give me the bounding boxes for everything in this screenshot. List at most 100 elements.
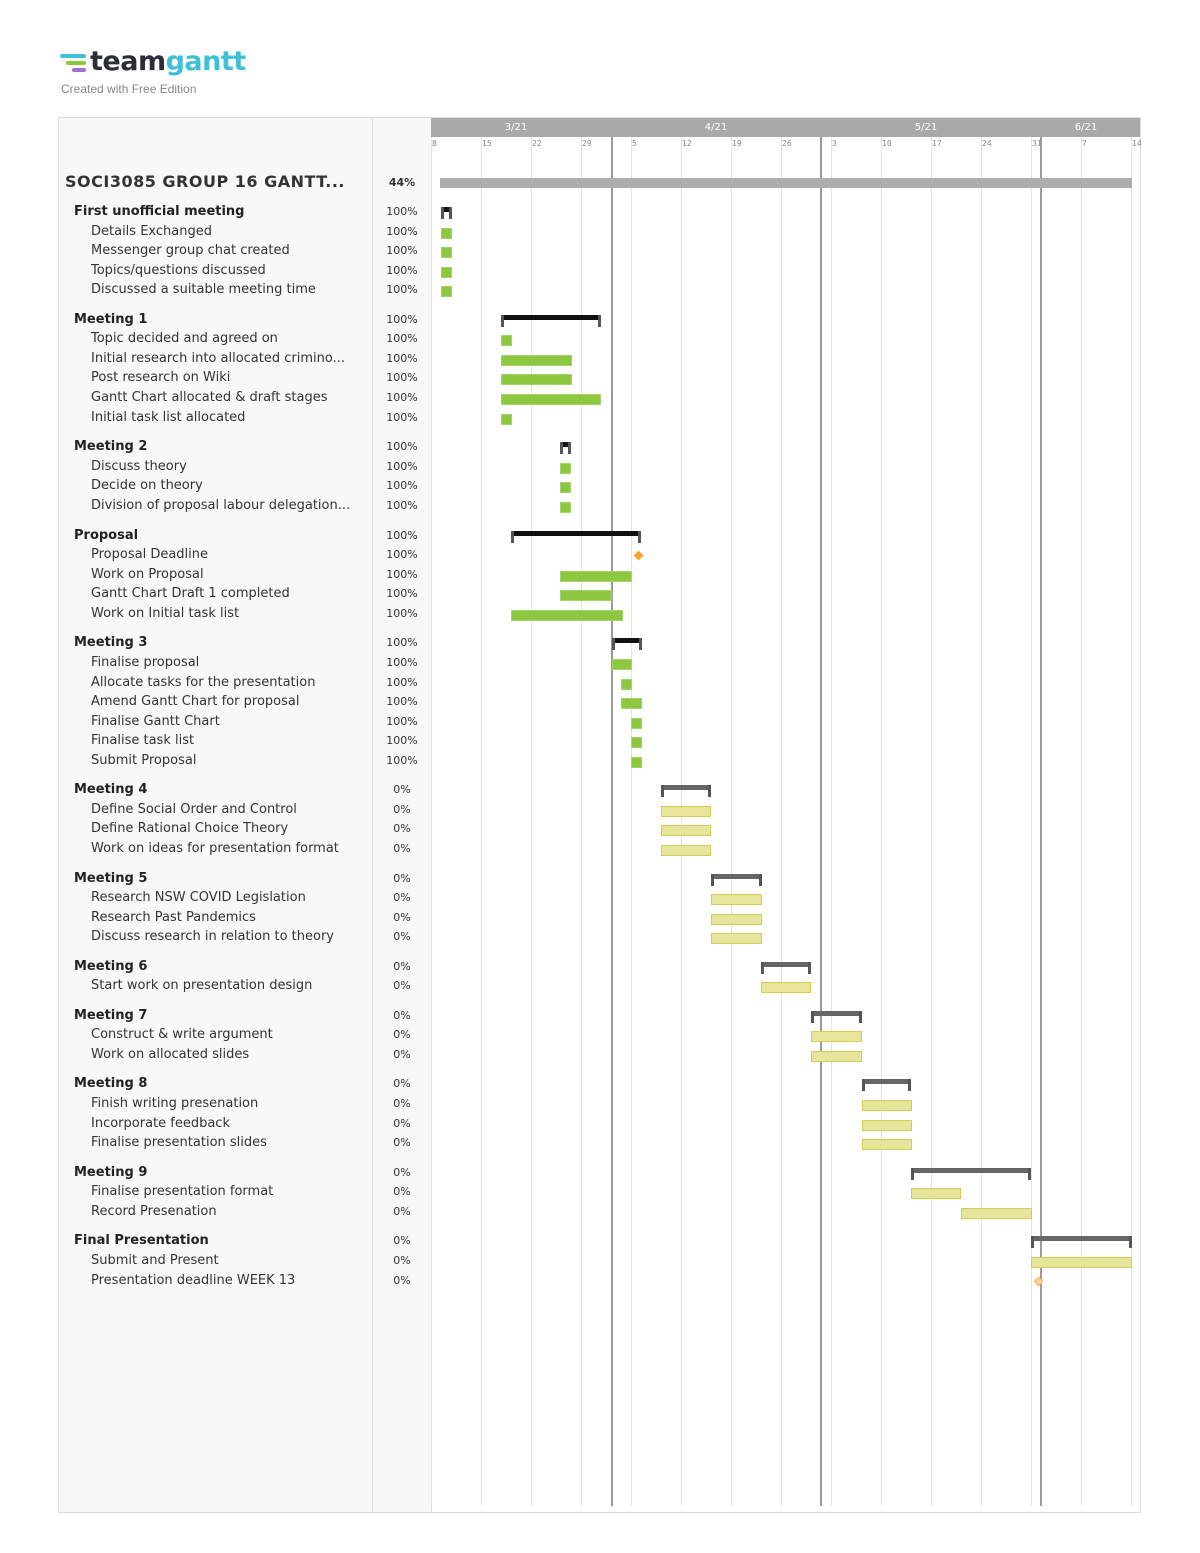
group-summary-bracket[interactable] [1031, 1236, 1132, 1248]
task-name[interactable]: Allocate tasks for the presentation [91, 675, 316, 690]
task-bar[interactable] [501, 414, 512, 425]
task-bar[interactable] [1031, 1257, 1132, 1268]
project-name[interactable]: SOCI3085 GROUP 16 GANTT... [65, 172, 346, 191]
task-name[interactable]: Initial task list allocated [91, 410, 246, 425]
task-name[interactable]: Division of proposal labour delegation..… [91, 498, 351, 513]
task-name[interactable]: Topic decided and agreed on [91, 331, 278, 346]
group-summary-bracket[interactable] [811, 1011, 862, 1023]
task-name[interactable]: Discuss theory [91, 459, 187, 474]
task-bar[interactable] [661, 825, 711, 836]
group-summary-bracket[interactable] [661, 785, 711, 797]
task-name[interactable]: Record Presenation [91, 1204, 217, 1219]
task-bar[interactable] [560, 571, 632, 582]
task-bar[interactable] [612, 659, 632, 670]
project-summary-bar[interactable] [440, 178, 1132, 188]
task-bar[interactable] [501, 335, 512, 346]
task-name[interactable]: Research NSW COVID Legislation [91, 890, 306, 905]
task-name[interactable]: Post research on Wiki [91, 370, 231, 385]
group-name[interactable]: Meeting 1 [74, 312, 148, 327]
task-name[interactable]: Presentation deadline WEEK 13 [91, 1273, 296, 1288]
task-name[interactable]: Submit and Present [91, 1253, 219, 1268]
task-bar[interactable] [661, 806, 711, 817]
group-name[interactable]: Meeting 5 [74, 871, 148, 886]
task-name[interactable]: Work on Proposal [91, 567, 204, 582]
task-bar[interactable] [560, 590, 612, 601]
group-summary-bracket[interactable] [612, 638, 642, 650]
task-name[interactable]: Proposal Deadline [91, 547, 208, 562]
task-bar[interactable] [911, 1188, 961, 1199]
task-name[interactable]: Discussed a suitable meeting time [91, 282, 316, 297]
group-name[interactable]: Meeting 4 [74, 782, 148, 797]
task-name[interactable]: Messenger group chat created [91, 243, 290, 258]
task-name[interactable]: Define Rational Choice Theory [91, 821, 289, 836]
task-bar[interactable] [862, 1100, 912, 1111]
task-name[interactable]: Work on ideas for presentation format [91, 841, 339, 856]
task-name[interactable]: Finalise task list [91, 733, 195, 748]
task-bar[interactable] [661, 845, 711, 856]
task-name[interactable]: Finalise presentation slides [91, 1135, 267, 1150]
task-bar[interactable] [711, 914, 762, 925]
task-bar[interactable] [711, 894, 762, 905]
task-bar[interactable] [501, 374, 572, 385]
task-name[interactable]: Define Social Order and Control [91, 802, 297, 817]
task-name[interactable]: Submit Proposal [91, 753, 197, 768]
task-bar[interactable] [511, 610, 623, 621]
task-bar[interactable] [441, 267, 452, 278]
task-bar[interactable] [961, 1208, 1032, 1219]
group-summary-bracket[interactable] [501, 315, 601, 327]
task-bar[interactable] [711, 933, 762, 944]
task-bar[interactable] [761, 982, 811, 993]
group-summary-bracket[interactable] [560, 442, 571, 454]
task-name[interactable]: Finish writing presenation [91, 1096, 259, 1111]
task-bar[interactable] [441, 228, 452, 239]
task-bar[interactable] [811, 1031, 862, 1042]
task-name[interactable]: Work on allocated slides [91, 1047, 250, 1062]
task-name[interactable]: Finalise presentation format [91, 1184, 274, 1199]
task-bar[interactable] [441, 286, 452, 297]
group-name[interactable]: Meeting 6 [74, 959, 148, 974]
task-bar[interactable] [560, 463, 571, 474]
task-name[interactable]: Finalise Gantt Chart [91, 714, 220, 729]
group-name[interactable]: Meeting 8 [74, 1076, 148, 1091]
task-bar[interactable] [621, 679, 632, 690]
task-name[interactable]: Amend Gantt Chart for proposal [91, 694, 300, 709]
task-bar[interactable] [862, 1139, 912, 1150]
milestone-diamond-icon[interactable] [633, 550, 644, 561]
group-name[interactable]: Meeting 3 [74, 635, 148, 650]
group-summary-bracket[interactable] [511, 531, 641, 543]
task-name[interactable]: Construct & write argument [91, 1027, 273, 1042]
task-bar[interactable] [441, 247, 452, 258]
task-bar[interactable] [631, 737, 642, 748]
group-name[interactable]: Meeting 7 [74, 1008, 148, 1023]
task-name[interactable]: Work on Initial task list [91, 606, 240, 621]
group-name[interactable]: Meeting 9 [74, 1165, 148, 1180]
task-name[interactable]: Research Past Pandemics [91, 910, 256, 925]
group-summary-bracket[interactable] [711, 874, 762, 886]
group-name[interactable]: First unofficial meeting [74, 204, 245, 219]
task-bar[interactable] [501, 394, 601, 405]
task-name[interactable]: Details Exchanged [91, 224, 212, 239]
task-bar[interactable] [501, 355, 572, 366]
task-bar[interactable] [560, 482, 571, 493]
group-name[interactable]: Meeting 2 [74, 439, 148, 454]
task-name[interactable]: Incorporate feedback [91, 1116, 230, 1131]
group-summary-bracket[interactable] [761, 962, 811, 974]
task-name[interactable]: Topics/questions discussed [91, 263, 266, 278]
task-name[interactable]: Gantt Chart Draft 1 completed [91, 586, 290, 601]
task-name[interactable]: Finalise proposal [91, 655, 200, 670]
task-bar[interactable] [862, 1120, 912, 1131]
group-summary-bracket[interactable] [911, 1168, 1031, 1180]
task-bar[interactable] [631, 757, 642, 768]
task-bar[interactable] [631, 718, 642, 729]
group-summary-bracket[interactable] [441, 207, 452, 219]
task-bar[interactable] [621, 698, 642, 709]
task-bar[interactable] [560, 502, 571, 513]
group-name[interactable]: Final Presentation [74, 1233, 209, 1248]
task-name[interactable]: Decide on theory [91, 478, 203, 493]
task-name[interactable]: Initial research into allocated crimino.… [91, 351, 345, 366]
group-summary-bracket[interactable] [862, 1079, 911, 1091]
task-name[interactable]: Start work on presentation design [91, 978, 313, 993]
task-name[interactable]: Gantt Chart allocated & draft stages [91, 390, 328, 405]
task-name[interactable]: Discuss research in relation to theory [91, 929, 334, 944]
group-name[interactable]: Proposal [74, 528, 139, 543]
